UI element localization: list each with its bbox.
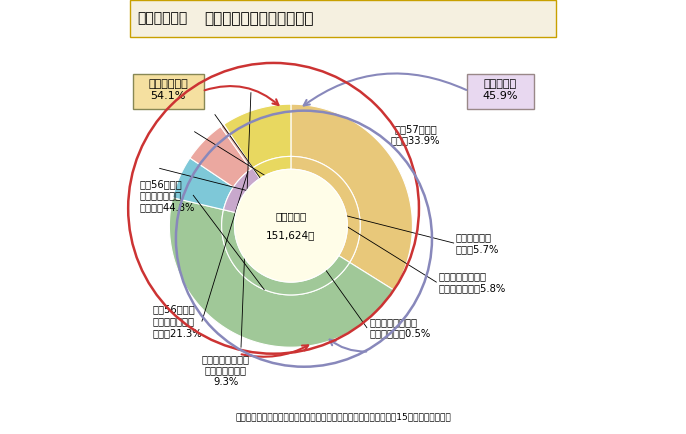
Polygon shape — [190, 126, 251, 187]
Text: 昭和57年以降
建築　33.9%: 昭和57年以降 建築 33.9% — [391, 124, 440, 145]
FancyBboxPatch shape — [466, 74, 534, 108]
Polygon shape — [173, 158, 233, 210]
Text: うち要改修と診断
されたが未改修
9.3%: うち要改修と診断 されたが未改修 9.3% — [202, 354, 250, 387]
Text: 出典：地震防災施設の整備の現状に関する全国調査最終報告（平成15年１月：内閣府）: 出典：地震防災施設の整備の現状に関する全国調査最終報告（平成15年１月：内閣府） — [235, 412, 451, 421]
Polygon shape — [224, 104, 291, 168]
Text: うち要改修と診断
され改修済み　5.8%: うち要改修と診断 され改修済み 5.8% — [438, 271, 506, 293]
Polygon shape — [221, 124, 252, 169]
Text: 昭和56年以前
建築で耐震診断
実施　21.3%: 昭和56年以前 建築で耐震診断 実施 21.3% — [152, 305, 202, 338]
Polygon shape — [252, 156, 291, 179]
Text: うち要改修と診断
され改修中　0.5%: うち要改修と診断 され改修中 0.5% — [369, 317, 430, 339]
FancyBboxPatch shape — [132, 74, 204, 108]
Polygon shape — [169, 197, 394, 347]
FancyBboxPatch shape — [130, 0, 556, 37]
Text: 小中学校等: 小中学校等 — [275, 211, 307, 221]
Polygon shape — [291, 156, 360, 263]
Text: 小中学校等の耐震化の状況: 小中学校等の耐震化の状況 — [204, 11, 314, 26]
Polygon shape — [224, 168, 260, 213]
Text: 耐震性に疑問
54.1%: 耐震性に疑問 54.1% — [148, 79, 188, 101]
Text: 耐震性あり
45.9%: 耐震性あり 45.9% — [483, 79, 519, 101]
Circle shape — [235, 169, 347, 282]
Text: 昭和56年以前
建築で耐震診断
未実施　44.8%: 昭和56年以前 建築で耐震診断 未実施 44.8% — [139, 179, 194, 212]
Polygon shape — [222, 210, 350, 295]
Text: うち耐震改修
不要　5.7%: うち耐震改修 不要 5.7% — [456, 232, 499, 254]
Text: 図２－４－４: 図２－４－４ — [137, 12, 187, 26]
Polygon shape — [291, 104, 412, 290]
Text: 151,624棟: 151,624棟 — [266, 230, 316, 240]
